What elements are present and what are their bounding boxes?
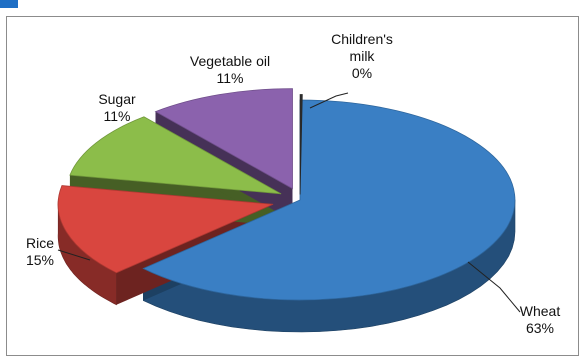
pie-labels: Wheat 63% Rice 15% Sugar 11% Vegetable oil 11% C… bbox=[26, 31, 560, 336]
leader-wheat bbox=[467, 261, 521, 313]
label-pct-sugar: 11% bbox=[104, 108, 131, 124]
label-sugar: Sugar 11% bbox=[98, 91, 136, 124]
leader-rice bbox=[57, 249, 91, 261]
leader-children-s-milk bbox=[309, 92, 349, 109]
label-children-s-milk: Children's milk 0% bbox=[331, 31, 393, 81]
label-vegetable-oil: Vegetable oil 11% bbox=[190, 53, 270, 86]
leader-lines bbox=[57, 92, 521, 313]
top-accent-bar bbox=[0, 0, 18, 8]
slice-rice bbox=[57, 185, 274, 274]
label-wheat: Wheat 63% bbox=[520, 303, 561, 336]
slice-wheat bbox=[142, 99, 516, 301]
slice-children-s-milk bbox=[299, 94, 303, 195]
label-pct-children-s-milk: 0% bbox=[352, 65, 372, 81]
label-pct-rice: 15% bbox=[26, 252, 54, 268]
label-pct-vegetable-oil: 11% bbox=[217, 70, 244, 86]
pie-slices bbox=[57, 88, 516, 333]
label-rice: Rice 15% bbox=[26, 235, 54, 268]
slice-sugar bbox=[69, 116, 282, 195]
slice-vegetable-oil bbox=[154, 88, 293, 190]
label-pct-wheat: 63% bbox=[526, 320, 554, 336]
